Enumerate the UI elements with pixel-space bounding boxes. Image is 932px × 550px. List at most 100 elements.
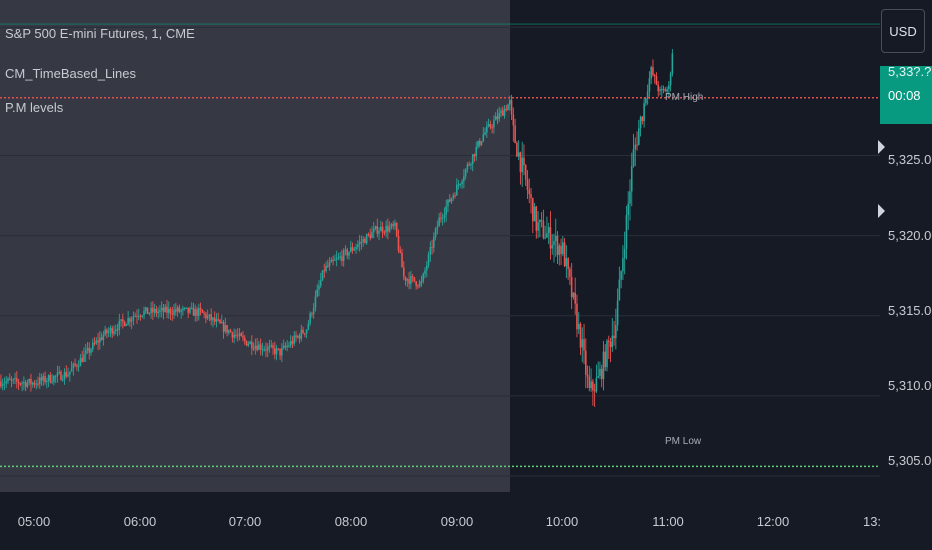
candle-body <box>466 164 469 170</box>
candle-body <box>143 310 145 316</box>
candle-body <box>10 379 13 381</box>
candle-body <box>588 376 591 389</box>
candle-body <box>279 348 281 356</box>
candle-body <box>321 270 324 281</box>
candle-body <box>358 241 361 245</box>
y-tick-label: 5,325.00 <box>888 152 932 167</box>
candle-body <box>334 259 336 261</box>
candle-body <box>470 164 472 166</box>
candle-body <box>53 375 55 382</box>
candle-body <box>231 332 234 338</box>
candle-body <box>402 267 405 277</box>
candle-body <box>381 226 384 233</box>
candle-body <box>482 134 485 142</box>
candle-body <box>523 157 525 166</box>
candle-body <box>258 344 260 350</box>
candle-body <box>289 341 292 346</box>
candle-body <box>190 307 193 309</box>
candle-body <box>152 307 154 313</box>
candle-body <box>348 251 350 256</box>
candle-body <box>438 217 440 227</box>
candle-body <box>249 341 251 344</box>
candle-body <box>648 78 651 92</box>
candle-body <box>565 258 568 267</box>
candle-body <box>397 235 400 251</box>
candle-body <box>521 157 523 173</box>
candle-body <box>56 372 59 376</box>
candle-body <box>471 154 474 165</box>
candle-body <box>67 374 69 377</box>
candle-body <box>136 315 138 317</box>
candle-body <box>592 381 594 391</box>
candle-body <box>404 276 407 281</box>
price-chart[interactable] <box>0 0 880 492</box>
candle-body <box>7 378 9 382</box>
time-axis[interactable] <box>0 492 880 550</box>
candle-body <box>17 381 20 384</box>
candle-body <box>623 248 626 259</box>
candle-body <box>61 379 64 381</box>
candle-body <box>464 169 467 177</box>
candle-body <box>611 335 614 348</box>
candle-body <box>417 285 419 287</box>
symbol-legend[interactable]: S&P 500 E-mini Futures, 1, CME <box>5 26 195 41</box>
candle-body <box>139 315 142 317</box>
candle-body <box>549 227 552 249</box>
candle-body <box>496 116 499 120</box>
candle-body <box>636 144 638 146</box>
candle-body <box>390 224 393 227</box>
candle-body <box>567 258 569 269</box>
candle-body <box>448 199 451 202</box>
candle-body <box>118 320 121 331</box>
candle-body <box>516 142 518 157</box>
candle-body <box>660 89 663 91</box>
candle-body <box>622 258 624 272</box>
candle-body <box>251 341 253 349</box>
candle-body <box>38 377 41 385</box>
y-tick-label: 5,305.00 <box>888 453 932 468</box>
candle-body <box>199 308 202 310</box>
candle-body <box>28 378 30 383</box>
candle-body <box>487 123 490 127</box>
candle-body <box>26 382 29 387</box>
alert-marker-icon[interactable] <box>878 140 885 154</box>
candle-body <box>597 375 599 378</box>
candle-body <box>653 74 656 77</box>
candle-body <box>40 377 43 381</box>
candle-body <box>0 381 2 387</box>
candle-body <box>394 222 396 226</box>
candle-body <box>604 351 607 368</box>
candle-body <box>150 307 152 313</box>
candle-body <box>473 154 476 157</box>
candle-body <box>353 248 356 251</box>
candle-body <box>217 319 220 321</box>
candle-body <box>411 276 414 278</box>
candle-body <box>609 342 612 348</box>
candle-body <box>410 276 412 284</box>
candle-body <box>203 312 205 314</box>
candle-body <box>537 222 539 231</box>
candle-body <box>77 366 80 368</box>
candle-body <box>192 307 195 316</box>
last-price-label: 5,33?.?? 00:08 <box>880 64 932 124</box>
candle-body <box>431 247 433 249</box>
candle-body <box>478 140 481 145</box>
candle-body <box>434 228 437 237</box>
candle-body <box>109 327 112 332</box>
candle-body <box>273 348 276 355</box>
indicator-legend-timebased-lines[interactable]: CM_TimeBased_Lines <box>5 66 137 81</box>
alert-marker-icon[interactable] <box>878 204 885 218</box>
candle-body <box>558 245 561 255</box>
candle-body <box>509 99 511 105</box>
candle-body <box>671 53 674 74</box>
candle-body <box>627 203 630 216</box>
candle-body <box>31 382 34 385</box>
candle-body <box>155 308 158 314</box>
candle-body <box>364 238 366 244</box>
currency-button[interactable]: USD <box>881 9 925 53</box>
candle-body <box>196 309 198 316</box>
candle-body <box>415 281 417 286</box>
indicator-legend-pm-levels[interactable]: P.M levels <box>5 100 64 115</box>
candle-body <box>275 348 278 355</box>
candle-body <box>424 270 426 274</box>
